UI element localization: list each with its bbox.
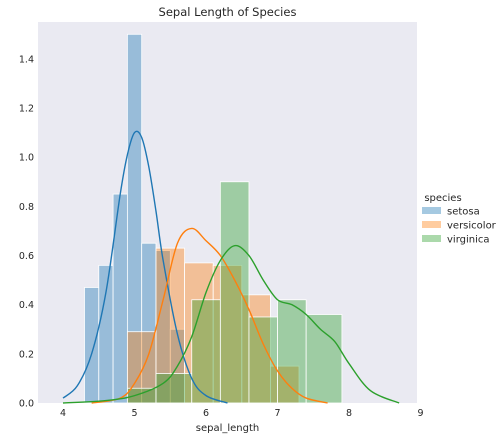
x-axis-ticks: 4 5 6 7 8 9 <box>60 408 424 419</box>
hist-bar-virginica-3 <box>220 182 249 403</box>
legend-swatch-versicolor <box>422 221 441 228</box>
legend: species setosa versicolor virginica <box>422 193 497 246</box>
x-tick-label: 5 <box>132 408 138 419</box>
x-tick-label: 4 <box>60 408 66 419</box>
y-tick-label: 1.4 <box>19 54 34 65</box>
y-tick-label: 1.0 <box>19 153 34 164</box>
y-tick-label: 0.8 <box>19 202 34 213</box>
x-tick-label: 9 <box>418 408 424 419</box>
legend-label-versicolor: versicolor <box>447 221 497 232</box>
y-tick-label: 1.2 <box>19 104 34 115</box>
hist-bar-virginica-1 <box>156 374 192 403</box>
hist-bar-setosa-1 <box>99 265 113 403</box>
y-tick-label: 0.4 <box>19 300 34 311</box>
legend-title: species <box>424 193 461 204</box>
legend-label-setosa: setosa <box>447 207 480 218</box>
y-tick-label: 0.6 <box>19 251 34 262</box>
hist-bar-setosa-0 <box>84 287 98 403</box>
hist-bar-virginica-6 <box>306 315 342 403</box>
x-tick-label: 8 <box>346 408 352 419</box>
x-axis-label: sepal_length <box>196 423 260 434</box>
hist-bar-virginica-4 <box>249 317 278 403</box>
legend-swatch-setosa <box>422 207 441 214</box>
y-axis-ticks: 0.0 0.2 0.4 0.6 0.8 1.0 1.2 1.4 <box>19 54 34 409</box>
y-tick-label: 0.0 <box>19 399 34 410</box>
hist-bar-virginica-2 <box>192 300 221 403</box>
legend-swatch-virginica <box>422 235 441 242</box>
x-tick-label: 7 <box>275 408 281 419</box>
y-tick-label: 0.2 <box>19 349 34 360</box>
x-tick-label: 6 <box>203 408 209 419</box>
chart-title: Sepal Length of Species <box>159 5 297 19</box>
legend-label-virginica: virginica <box>447 235 490 246</box>
hist-bar-virginica-0 <box>127 388 156 403</box>
